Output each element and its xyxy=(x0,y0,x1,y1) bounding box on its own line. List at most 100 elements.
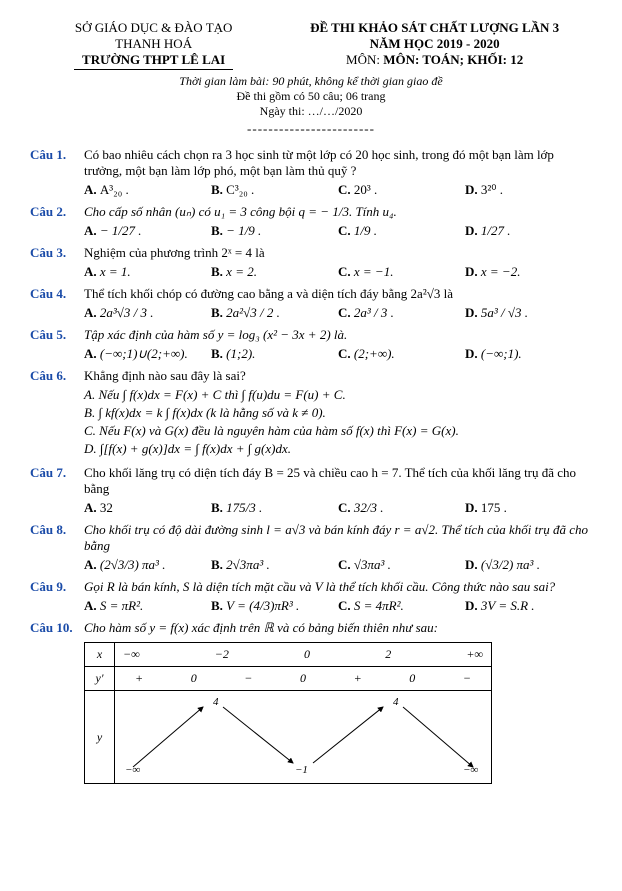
opt-c: C. 20³ . xyxy=(338,182,465,198)
dept: SỞ GIÁO DỤC & ĐÀO TẠO xyxy=(30,20,277,36)
opt-a: A. Nếu ∫ f(x)dx = F(x) + C thì ∫ f(u)du … xyxy=(84,387,592,403)
question-body: Cho khối lăng trụ có diện tích đáy B = 2… xyxy=(84,465,592,516)
opt-a-text: (2√3/3) πa³ . xyxy=(100,557,166,572)
opt-b: B. 2√3πa³ . xyxy=(211,557,338,573)
question-body: Có bao nhiêu cách chọn ra 3 học sinh từ … xyxy=(84,147,592,198)
x-val: 0 xyxy=(304,647,310,662)
y-label: y xyxy=(85,691,115,784)
opt-a-text: S = πR². xyxy=(100,598,143,613)
opt-d: D. 3V = S.R . xyxy=(465,598,592,614)
question-10: Câu 10. Cho hàm số y = f(x) xác định trê… xyxy=(30,620,592,790)
opt-a-text: (−∞;1)∪(2;+∞). xyxy=(100,346,188,361)
question-9: Câu 9. Gọi R là bán kính, S là diện tích… xyxy=(30,579,592,614)
question-stem: Có bao nhiêu cách chọn ra 3 học sinh từ … xyxy=(84,147,592,179)
opt-d: D. 175 . xyxy=(465,500,592,516)
opt-a: A. A³₂₀ . xyxy=(84,182,211,198)
question-number: Câu 5. xyxy=(30,327,84,362)
x-val: +∞ xyxy=(466,647,483,662)
yprime-row: y' + 0 − 0 + 0 − xyxy=(85,667,492,691)
opt-a-text: − 1/27 . xyxy=(100,223,142,238)
sign: 0 xyxy=(191,671,197,686)
divider: ------------------------ xyxy=(30,121,592,137)
exam-title: ĐỀ THI KHẢO SÁT CHẤT LƯỢNG LẦN 3 xyxy=(277,20,592,36)
question-6: Câu 6. Khẳng định nào sau đây là sai? A.… xyxy=(30,368,592,459)
yprime-label: y' xyxy=(85,667,115,691)
y-top1: 4 xyxy=(213,696,219,708)
opt-d: D. (√3/2) πa³ . xyxy=(465,557,592,573)
y-bot3: −∞ xyxy=(463,764,478,775)
question-body: Cho hàm số y = f(x) xác định trên ℝ và c… xyxy=(84,620,592,790)
opt-d: D. 1/27 . xyxy=(465,223,592,239)
opt-a: A. S = πR². xyxy=(84,598,211,614)
question-stem: Cho khối trụ có độ dài đường sinh l = a√… xyxy=(84,522,592,554)
opt-d: D. (−∞;1). xyxy=(465,346,592,362)
header-left: SỞ GIÁO DỤC & ĐÀO TẠO THANH HOÁ TRƯỜNG T… xyxy=(30,20,277,70)
question-number: Câu 4. xyxy=(30,286,84,321)
opt-b: B. ∫ kf(x)dx = k ∫ f(x)dx (k là hằng số … xyxy=(84,405,592,421)
question-number: Câu 1. xyxy=(30,147,84,198)
opt-c-text: √3πa³ . xyxy=(354,557,391,572)
opt-d: D. 3²⁰ . xyxy=(465,182,592,198)
opt-d: D. x = −2. xyxy=(465,264,592,280)
question-number: Câu 7. xyxy=(30,465,84,516)
opt-a-text: 2a³√3 / 3 . xyxy=(100,305,154,320)
opt-a: A. (2√3/3) πa³ . xyxy=(84,557,211,573)
question-body: Gọi R là bán kính, S là diện tích mặt cầ… xyxy=(84,579,592,614)
opt-a: A. (−∞;1)∪(2;+∞). xyxy=(84,346,211,362)
opt-a-text: A³₂₀ . xyxy=(100,182,129,197)
opt-b-text: (1;2). xyxy=(226,346,255,361)
question-7: Câu 7. Cho khối lăng trụ có diện tích đá… xyxy=(30,465,592,516)
question-stem: Thể tích khối chóp có đường cao bằng a v… xyxy=(84,286,592,302)
question-body: Tập xác định của hàm số y = log₃ (x² − 3… xyxy=(84,327,592,362)
y-row: y 4 4 −∞ xyxy=(85,691,492,784)
options: A. x = 1. B. x = 2. C. x = −1. D. x = −2… xyxy=(84,264,592,280)
opt-a-text: x = 1. xyxy=(100,264,131,279)
opt-c-text: x = −1. xyxy=(354,264,394,279)
opt-c-text: 2a³ / 3 . xyxy=(354,305,394,320)
opt-c: C. x = −1. xyxy=(338,264,465,280)
sign: 0 xyxy=(300,671,306,686)
exam-pages: Đề thi gồm có 50 câu; 06 trang xyxy=(30,89,592,104)
question-body: Khẳng định nào sau đây là sai? A. Nếu ∫ … xyxy=(84,368,592,459)
sign: − xyxy=(244,671,252,686)
x-val: −∞ xyxy=(123,647,140,662)
opt-d-text: 175 . xyxy=(481,500,507,515)
opt-d-text: x = −2. xyxy=(481,264,521,279)
opt-b: B. V = (4/3)πR³ . xyxy=(211,598,338,614)
opt-c-text: 1/9 . xyxy=(354,223,377,238)
y-top2: 4 xyxy=(393,696,399,708)
options: A. 2a³√3 / 3 . B. 2a²√3 / 2 . C. 2a³ / 3… xyxy=(84,305,592,321)
exam-time: Thời gian làm bài: 90 phút, không kể thờ… xyxy=(30,74,592,89)
question-stem: Cho khối lăng trụ có diện tích đáy B = 2… xyxy=(84,465,592,497)
province: THANH HOÁ xyxy=(30,36,277,52)
y-bot1: −∞ xyxy=(125,764,140,775)
question-body: Cho cấp số nhân (uₙ) có u₁ = 3 công bội … xyxy=(84,204,592,239)
question-stem: Tập xác định của hàm số y = log₃ (x² − 3… xyxy=(84,327,592,343)
header-right: ĐỀ THI KHẢO SÁT CHẤT LƯỢNG LẦN 3 NĂM HỌC… xyxy=(277,20,592,70)
page-header: SỞ GIÁO DỤC & ĐÀO TẠO THANH HOÁ TRƯỜNG T… xyxy=(30,20,592,70)
opt-b-text: V = (4/3)πR³ . xyxy=(226,598,299,613)
opt-d: D. 5a³ / √3 . xyxy=(465,305,592,321)
opt-d-text: 5a³ / √3 . xyxy=(481,305,528,320)
opt-b: B. (1;2). xyxy=(211,346,338,362)
question-number: Câu 8. xyxy=(30,522,84,573)
sign: 0 xyxy=(409,671,415,686)
exam-date: Ngày thi: …/…/2020 xyxy=(30,104,592,119)
question-number: Câu 6. xyxy=(30,368,84,459)
question-body: Nghiệm của phương trình 2ˣ = 4 là A. x =… xyxy=(84,245,592,280)
opt-d-text: (√3/2) πa³ . xyxy=(481,557,540,572)
opt-a: A. 32 xyxy=(84,500,211,516)
opt-c: C. Nếu F(x) và G(x) đều là nguyên hàm củ… xyxy=(84,423,592,439)
options: A. (2√3/3) πa³ . B. 2√3πa³ . C. √3πa³ . … xyxy=(84,557,592,573)
opt-c: C. 1/9 . xyxy=(338,223,465,239)
sign: + xyxy=(354,671,362,686)
x-val: 2 xyxy=(385,647,391,662)
x-row: x −∞ −2 0 2 +∞ xyxy=(85,643,492,667)
options: A. − 1/27 . B. − 1/9 . C. 1/9 . D. 1/27 … xyxy=(84,223,592,239)
variation-arrows: 4 4 −∞ −1 −∞ xyxy=(123,695,483,775)
question-number: Câu 9. xyxy=(30,579,84,614)
sign: + xyxy=(135,671,143,686)
question-stem: Khẳng định nào sau đây là sai? xyxy=(84,368,592,384)
opt-d: D. ∫[f(x) + g(x)]dx = ∫ f(x)dx + ∫ g(x)d… xyxy=(84,441,592,457)
opt-a: A. − 1/27 . xyxy=(84,223,211,239)
